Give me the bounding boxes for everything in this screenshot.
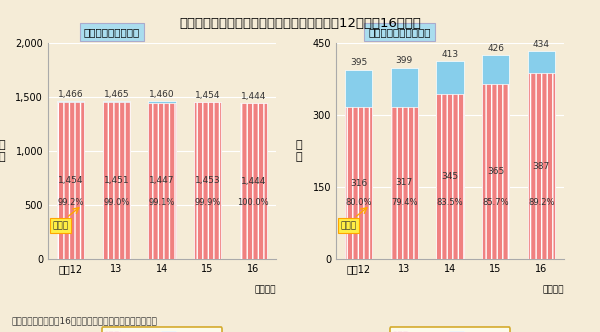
Bar	[391, 107, 418, 259]
Bar	[57, 101, 85, 259]
Bar	[239, 103, 267, 259]
Text: 二酸化窒素の環境基準達成状況の推移（平成12年度〜16年度）: 二酸化窒素の環境基準達成状況の推移（平成12年度〜16年度）	[179, 17, 421, 30]
Text: 100.0%: 100.0%	[238, 198, 269, 208]
Bar	[148, 102, 176, 259]
Bar	[482, 55, 509, 259]
Bar	[148, 103, 176, 259]
Text: 395: 395	[350, 58, 367, 67]
Bar	[436, 94, 464, 259]
Text: （年度）: （年度）	[542, 285, 564, 294]
Text: 達成率: 達成率	[53, 221, 68, 230]
Text: （年度）: （年度）	[254, 285, 276, 294]
Bar	[345, 108, 373, 259]
Bar	[436, 61, 464, 259]
Bar	[527, 73, 555, 259]
Bar	[103, 101, 130, 259]
Text: 自動車排出ガス測定局: 自動車排出ガス測定局	[368, 27, 431, 37]
Text: 387: 387	[533, 162, 550, 171]
Bar	[391, 68, 418, 259]
Text: 1,454: 1,454	[195, 91, 220, 100]
Bar	[527, 51, 555, 259]
Text: 資料：環境省『平成16年度大気汚染状況報告書』より作成: 資料：環境省『平成16年度大気汚染状況報告書』より作成	[12, 316, 158, 325]
Bar	[239, 103, 267, 259]
Text: 399: 399	[396, 56, 413, 65]
Legend: 達成局数, 有効測定局数: 達成局数, 有効測定局数	[389, 327, 511, 332]
Text: 83.5%: 83.5%	[437, 198, 463, 208]
Text: 99.9%: 99.9%	[194, 198, 221, 208]
Legend: 達成局数, 有効測定局数: 達成局数, 有効測定局数	[101, 327, 223, 332]
Text: 316: 316	[350, 179, 367, 188]
Text: 1,460: 1,460	[149, 90, 175, 99]
Text: 1,465: 1,465	[104, 90, 129, 99]
Text: 85.7%: 85.7%	[482, 198, 509, 208]
Text: 413: 413	[442, 50, 458, 59]
Text: 1,444: 1,444	[241, 92, 266, 101]
Text: 99.1%: 99.1%	[149, 198, 175, 208]
Text: 80.0%: 80.0%	[346, 198, 372, 208]
Text: 365: 365	[487, 167, 504, 176]
Bar	[482, 84, 509, 259]
Text: 1,447: 1,447	[149, 176, 175, 185]
Text: 345: 345	[442, 172, 458, 181]
Text: 434: 434	[533, 40, 550, 49]
Bar	[103, 102, 130, 259]
Text: 1,451: 1,451	[104, 176, 129, 185]
Text: 426: 426	[487, 43, 504, 52]
Text: 達成率: 達成率	[341, 221, 356, 230]
Text: 1,466: 1,466	[58, 90, 83, 99]
Text: 89.2%: 89.2%	[528, 198, 554, 208]
Text: 99.2%: 99.2%	[58, 198, 84, 208]
Bar	[194, 102, 221, 259]
Text: 一般環境大気測定局: 一般環境大気測定局	[84, 27, 140, 37]
Y-axis label: 局
数: 局 数	[295, 140, 302, 162]
Text: 99.0%: 99.0%	[103, 198, 130, 208]
Bar	[345, 69, 373, 259]
Bar	[57, 102, 85, 259]
Text: 1,444: 1,444	[241, 177, 266, 186]
Text: 317: 317	[396, 179, 413, 188]
Text: 79.4%: 79.4%	[391, 198, 418, 208]
Y-axis label: 局
数: 局 数	[0, 140, 5, 162]
Text: 1,453: 1,453	[195, 176, 220, 185]
Text: 1,454: 1,454	[58, 176, 83, 185]
Bar	[194, 102, 221, 259]
